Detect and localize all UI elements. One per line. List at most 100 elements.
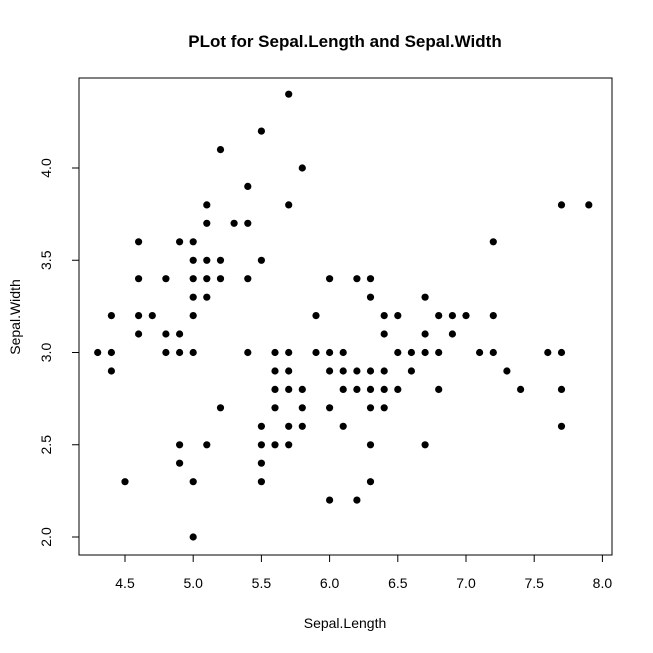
data-point (216, 256, 225, 264)
data-point (435, 312, 443, 320)
data-point (271, 385, 279, 393)
data-point (257, 127, 265, 135)
data-point (189, 348, 197, 357)
data-point (298, 422, 306, 430)
data-point (298, 404, 306, 412)
data-point (285, 201, 293, 209)
data-point (544, 348, 552, 357)
data-point (394, 348, 402, 357)
data-point (366, 441, 375, 449)
data-point (162, 348, 170, 357)
data-point (435, 348, 443, 357)
y-tick-label: 4.0 (38, 158, 54, 178)
data-point (380, 330, 388, 338)
data-point (557, 348, 566, 357)
data-point (353, 367, 361, 375)
data-point (585, 201, 593, 209)
data-point (339, 348, 347, 357)
x-tick-label: 7.0 (456, 575, 476, 591)
plot-frame (78, 77, 613, 556)
x-axis: 4.5 5.0 5.5 6.0 6.5 7.0 7.5 8.0 (115, 554, 612, 591)
x-tick-label: 5.5 (252, 575, 272, 591)
data-point (298, 164, 306, 172)
data-point (285, 385, 293, 393)
data-point (271, 367, 279, 375)
data-point (421, 348, 429, 357)
data-point (421, 293, 429, 301)
data-point (257, 441, 265, 449)
data-point (503, 367, 511, 375)
data-point (189, 256, 197, 264)
data-point (326, 367, 334, 375)
data-point (285, 441, 293, 449)
data-point (366, 385, 375, 393)
x-tick-label: 4.5 (115, 575, 135, 591)
data-point (176, 238, 184, 246)
data-point (107, 312, 115, 320)
data-point (517, 385, 525, 393)
data-point (203, 293, 211, 301)
data-point (407, 348, 415, 357)
data-point (326, 496, 334, 504)
data-point (366, 367, 375, 375)
data-point (148, 312, 156, 320)
data-point (135, 238, 143, 246)
y-tick-label: 3.0 (38, 343, 54, 363)
data-point (176, 459, 184, 467)
data-point (257, 256, 265, 264)
data-point (448, 330, 456, 338)
y-axis: 2.0 2.5 3.0 3.5 4.0 (38, 158, 80, 547)
data-point (135, 330, 143, 338)
data-point (448, 312, 456, 320)
y-axis-label: Sepal.Width (7, 279, 23, 354)
data-point (203, 219, 211, 227)
data-point (326, 275, 334, 283)
data-point (353, 385, 361, 393)
data-point (189, 238, 197, 246)
data-point (162, 330, 170, 338)
data-point (244, 219, 252, 227)
data-point (380, 385, 388, 393)
data-point (107, 367, 115, 375)
x-tick-label: 5.0 (183, 575, 203, 591)
data-point (366, 275, 375, 283)
data-point (135, 275, 143, 283)
data-point (285, 90, 293, 98)
data-point (257, 422, 265, 430)
x-tick-label: 6.0 (320, 575, 340, 591)
data-point (366, 404, 375, 412)
data-point (366, 478, 375, 486)
data-point (312, 348, 320, 357)
data-point (339, 385, 347, 393)
data-point (462, 312, 470, 320)
data-point (216, 275, 225, 283)
data-point (353, 275, 361, 283)
data-point (394, 312, 402, 320)
data-point (285, 348, 293, 357)
data-point (476, 348, 484, 357)
data-point (380, 367, 388, 375)
data-point (176, 348, 184, 357)
data-point (162, 275, 170, 283)
data-point (189, 533, 197, 541)
data-point (244, 182, 252, 190)
data-point (216, 404, 225, 412)
data-point (394, 385, 402, 393)
data-point (203, 441, 211, 449)
data-point (489, 312, 497, 320)
data-point (489, 238, 497, 246)
data-point (421, 441, 429, 449)
data-point (230, 219, 238, 227)
data-point (380, 312, 388, 320)
y-tick-label: 3.5 (38, 250, 54, 270)
data-point (298, 385, 306, 393)
data-point (407, 367, 415, 375)
chart-title: PLot for Sepal.Length and Sepal.Width (188, 32, 501, 51)
data-point (257, 478, 265, 486)
data-point (189, 293, 197, 301)
data-point (285, 367, 293, 375)
data-point (257, 459, 265, 467)
y-tick-label: 2.0 (38, 527, 54, 547)
data-point (557, 422, 566, 430)
